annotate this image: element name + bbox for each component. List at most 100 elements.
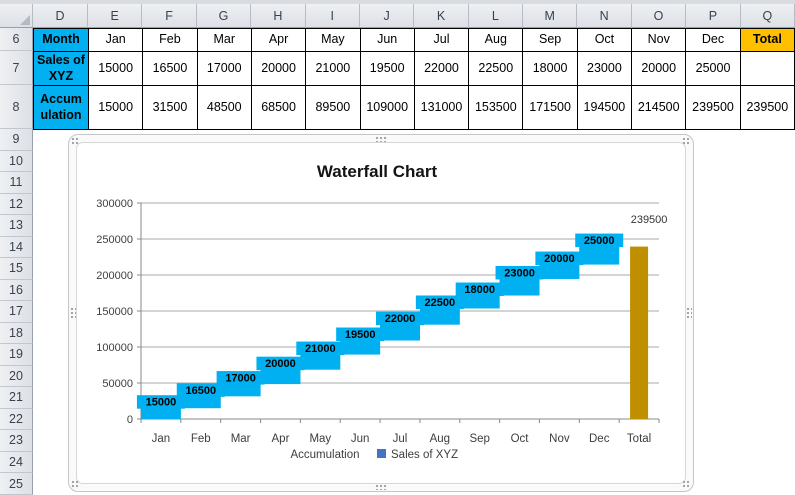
row-header-23[interactable]: 23 <box>0 430 33 452</box>
row-header-13[interactable]: 13 <box>0 215 33 237</box>
row-header-9[interactable]: 9 <box>0 129 33 151</box>
bar-Nov[interactable] <box>539 264 580 279</box>
month-row-label[interactable]: Month <box>34 29 89 52</box>
row-header-22[interactable]: 22 <box>0 408 33 431</box>
accumulation-value-cell[interactable]: 31500 <box>143 86 198 130</box>
accumulation-value-cell[interactable]: 15000 <box>89 86 144 130</box>
sales-total-cell[interactable] <box>740 52 795 86</box>
bar-Aug[interactable] <box>419 308 460 325</box>
row-header-18[interactable]: 18 <box>0 322 33 345</box>
accumulation-value-cell[interactable]: 194500 <box>577 86 633 130</box>
row-header-25[interactable]: 25 <box>0 473 33 495</box>
sales-value-cell[interactable]: 21000 <box>306 52 361 86</box>
accumulation-row-label[interactable]: Accumulation <box>34 86 89 130</box>
row-header-17[interactable]: 17 <box>0 301 33 323</box>
month-cell[interactable]: Apr <box>251 29 307 52</box>
bar-Sep[interactable] <box>459 295 500 309</box>
accumulation-value-cell[interactable]: 68500 <box>251 86 307 130</box>
column-header-G[interactable]: G <box>196 4 252 28</box>
row-header-20[interactable]: 20 <box>0 365 33 388</box>
bar-Oct[interactable] <box>499 278 540 296</box>
chart-selection-handle[interactable] <box>682 137 691 146</box>
accumulation-value-cell[interactable]: 214500 <box>632 86 687 130</box>
chart-selection-handle[interactable] <box>686 307 692 320</box>
chart-selection-handle[interactable] <box>71 137 80 146</box>
sales-value-cell[interactable]: 25000 <box>686 52 741 86</box>
total-header-cell[interactable]: Total <box>740 29 795 52</box>
sales-value-cell[interactable]: 22500 <box>469 52 524 86</box>
month-cell[interactable]: Oct <box>577 29 633 52</box>
row-header-8[interactable]: 8 <box>0 85 33 129</box>
column-header-D[interactable]: D <box>33 4 88 28</box>
bar-May[interactable] <box>300 354 341 370</box>
column-header-H[interactable]: H <box>251 4 306 28</box>
chart-selection-handle[interactable] <box>375 484 388 490</box>
bar-Jul[interactable] <box>380 324 420 341</box>
accumulation-value-cell[interactable]: 131000 <box>414 86 470 130</box>
row-header-7[interactable]: 7 <box>0 51 33 85</box>
chart-title[interactable]: Waterfall Chart <box>317 162 438 181</box>
bar-Dec[interactable] <box>579 246 620 265</box>
month-cell[interactable]: May <box>306 29 361 52</box>
chart-selection-handle[interactable] <box>682 480 691 489</box>
sales-value-cell[interactable]: 22000 <box>414 52 470 86</box>
chart-selection-handle[interactable] <box>70 307 76 320</box>
bar-Total[interactable] <box>630 246 649 419</box>
chart-object-frame[interactable]: 0 50000 100000 150000 200000 250000 300000 Wate… <box>68 134 694 492</box>
column-header-E[interactable]: E <box>88 4 143 28</box>
accumulation-value-cell[interactable]: 171500 <box>523 86 578 130</box>
column-header-Q[interactable]: Q <box>740 4 795 28</box>
column-header-K[interactable]: K <box>414 4 469 28</box>
column-header-P[interactable]: P <box>686 4 741 28</box>
chart-selection-handle[interactable] <box>71 480 80 489</box>
row-header-15[interactable]: 15 <box>0 258 33 280</box>
legend-item-accumulation[interactable]: Accumulation <box>290 449 359 461</box>
row-header-12[interactable]: 12 <box>0 193 33 216</box>
chart-selection-handle[interactable] <box>375 136 388 142</box>
accumulation-value-cell[interactable]: 239500 <box>686 86 741 130</box>
column-header-I[interactable]: I <box>305 4 360 28</box>
accumulation-value-cell[interactable]: 89500 <box>306 86 361 130</box>
sales-value-cell[interactable]: 16500 <box>143 52 198 86</box>
bar-Jun[interactable] <box>340 340 381 355</box>
month-cell[interactable]: Dec <box>686 29 741 52</box>
column-header-L[interactable]: L <box>468 4 524 28</box>
column-header-N[interactable]: N <box>577 4 632 28</box>
column-header-M[interactable]: M <box>523 4 578 28</box>
chart-area[interactable]: 0 50000 100000 150000 200000 250000 300000 Wate… <box>76 142 686 484</box>
sales-value-cell[interactable]: 23000 <box>577 52 633 86</box>
sales-value-cell[interactable]: 17000 <box>197 52 252 86</box>
column-header-F[interactable]: F <box>142 4 197 28</box>
sales-value-cell[interactable]: 19500 <box>360 52 415 86</box>
legend-item-sales[interactable]: Sales of XYZ <box>391 449 458 461</box>
month-cell[interactable]: Sep <box>523 29 578 52</box>
month-cell[interactable]: Nov <box>632 29 687 52</box>
accumulation-value-cell[interactable]: 48500 <box>197 86 252 130</box>
month-cell[interactable]: Feb <box>143 29 198 52</box>
accumulation-value-cell[interactable]: 153500 <box>469 86 524 130</box>
row-header-11[interactable]: 11 <box>0 172 33 194</box>
sales-value-cell[interactable]: 20000 <box>632 52 687 86</box>
accumulation-total-cell[interactable]: 239500 <box>740 86 795 130</box>
sales-value-cell[interactable]: 15000 <box>89 52 144 86</box>
accumulation-value-cell[interactable]: 109000 <box>360 86 415 130</box>
row-header-19[interactable]: 19 <box>0 344 33 366</box>
sales-value-cell[interactable]: 18000 <box>523 52 578 86</box>
month-cell[interactable]: Jul <box>414 29 470 52</box>
month-cell[interactable]: Mar <box>197 29 252 52</box>
row-header-6[interactable]: 6 <box>0 28 33 51</box>
month-cell[interactable]: Jun <box>360 29 415 52</box>
bar-Feb[interactable] <box>180 396 221 409</box>
month-cell[interactable]: Jan <box>89 29 144 52</box>
month-cell[interactable]: Aug <box>469 29 524 52</box>
row-header-21[interactable]: 21 <box>0 387 33 409</box>
row-header-10[interactable]: 10 <box>0 150 33 173</box>
sales-value-cell[interactable]: 20000 <box>251 52 307 86</box>
row-header-24[interactable]: 24 <box>0 451 33 474</box>
row-header-16[interactable]: 16 <box>0 279 33 302</box>
column-header-O[interactable]: O <box>631 4 687 28</box>
row-header-14[interactable]: 14 <box>0 236 33 259</box>
column-header-J[interactable]: J <box>359 4 415 28</box>
bar-Jan[interactable] <box>140 408 181 419</box>
bar-Mar[interactable] <box>220 384 261 397</box>
